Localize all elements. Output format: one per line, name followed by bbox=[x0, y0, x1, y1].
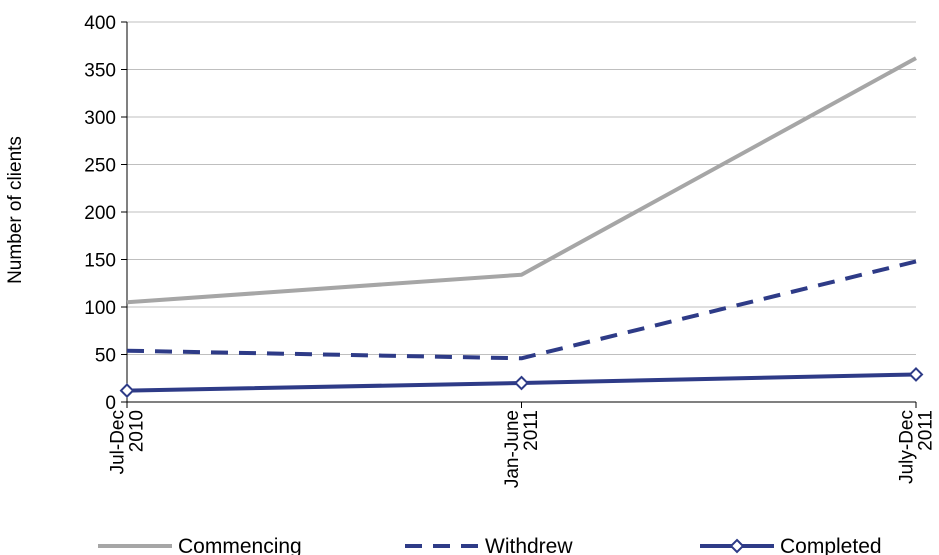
x-tick-label-line: Jul-Dec bbox=[108, 410, 129, 474]
legend-label: Withdrew bbox=[485, 535, 573, 555]
y-tick-label: 300 bbox=[84, 108, 116, 129]
gridlines bbox=[127, 21, 916, 355]
y-tick-label: 150 bbox=[84, 251, 116, 272]
y-tick-label: 250 bbox=[84, 156, 116, 177]
y-axis-label: Number of clients bbox=[5, 136, 26, 284]
x-tick-label-line: 2011 bbox=[521, 410, 542, 451]
x-tick-label-line: 2010 bbox=[127, 410, 148, 452]
y-axis: 0 50 100 150 200 250 300 350 400 bbox=[84, 13, 128, 414]
legend-item-withdrew: Withdrew bbox=[405, 535, 573, 555]
x-tick-label-line: 2011 bbox=[916, 410, 937, 451]
legend-label: Commencing bbox=[178, 535, 302, 555]
legend-item-completed: Completed bbox=[700, 535, 882, 555]
series-line-commencing bbox=[126, 56, 917, 305]
data-point-completed bbox=[119, 383, 135, 399]
legend-marker bbox=[729, 538, 745, 554]
legend: Commencing Withdrew Completed bbox=[98, 535, 882, 555]
y-tick-label: 50 bbox=[95, 346, 116, 367]
y-tick-label: 400 bbox=[84, 13, 116, 34]
legend-label: Completed bbox=[780, 535, 882, 555]
y-tick-label: 200 bbox=[84, 203, 116, 224]
y-tick-label: 0 bbox=[105, 393, 116, 414]
legend-item-commencing: Commencing bbox=[98, 535, 302, 555]
y-tick-label: 100 bbox=[84, 298, 116, 319]
series-layer bbox=[119, 56, 924, 399]
y-tick-label: 350 bbox=[84, 61, 116, 82]
x-tick-label-line: July-Dec bbox=[897, 410, 918, 484]
data-point-completed bbox=[908, 367, 924, 382]
data-point-completed bbox=[514, 375, 529, 391]
x-tick-label-line: Jan-June bbox=[502, 410, 523, 488]
series-line-withdrew bbox=[126, 259, 917, 361]
